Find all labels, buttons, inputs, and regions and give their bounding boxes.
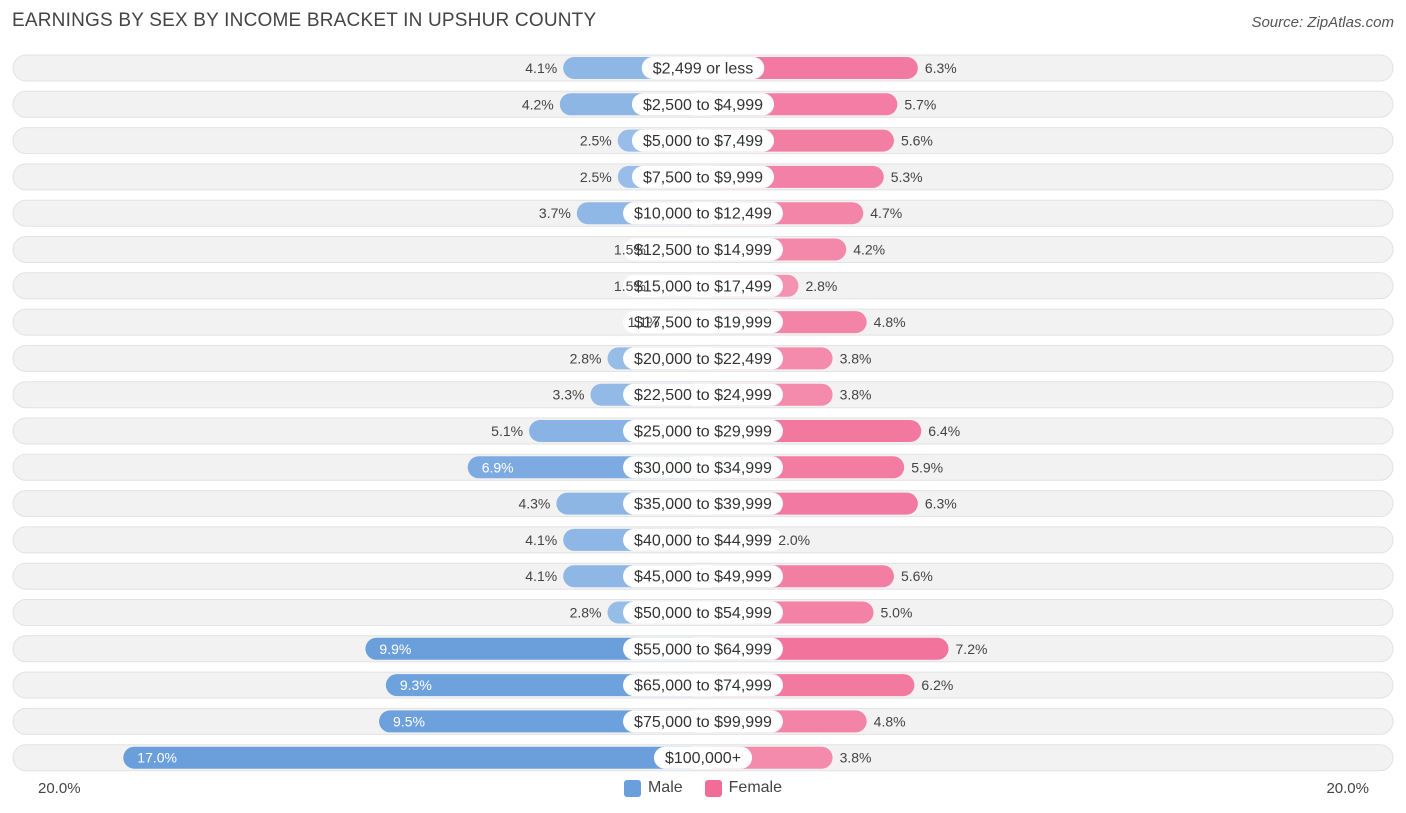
category-label-pill [623,311,783,334]
male-value-label: 17.0% [137,750,177,766]
category-label-pill [623,674,783,697]
male-value-label: 2.5% [580,169,612,185]
female-value-label: 7.2% [956,641,988,657]
female-value-label: 5.7% [904,96,936,112]
category-label: $50,000 to $54,999 [634,605,772,622]
male-value-label: 9.9% [379,641,411,657]
category-label: $2,499 or less [653,61,754,78]
legend-female-swatch [704,779,722,797]
male-value-label: 1.5% [614,242,646,258]
category-label: $20,000 to $22,499 [634,351,772,368]
category-label-pill [623,238,783,261]
female-value-label: 6.2% [921,677,953,693]
male-value-label: 9.3% [400,677,432,693]
category-label: $5,000 to $7,499 [643,133,763,150]
source-credit: Source: ZipAtlas.com [1251,14,1394,31]
category-label: $40,000 to $44,999 [634,532,772,549]
category-label-pill [623,637,783,660]
category-label: $25,000 to $29,999 [634,424,772,441]
category-label-pill [623,347,783,370]
female-value-label: 3.8% [840,750,872,766]
male-bar [365,637,703,660]
female-value-label: 6.3% [925,496,957,512]
female-value-label: 2.0% [778,532,810,548]
category-label-pill [631,93,775,116]
category-label-pill [623,274,783,297]
category-label: $2,500 to $4,999 [643,97,763,114]
male-value-label: 2.8% [570,350,602,366]
category-label-pill [631,129,775,152]
category-label: $30,000 to $34,999 [634,460,772,477]
category-label: $22,500 to $24,999 [634,387,772,404]
female-value-label: 5.6% [901,133,933,149]
male-value-label: 2.5% [580,133,612,149]
female-value-label: 5.3% [891,169,923,185]
legend-female-label: Female [728,779,783,796]
male-value-label: 9.5% [393,713,425,729]
male-value-label: 4.2% [522,96,554,112]
female-value-label: 4.8% [874,314,906,330]
female-value-label: 4.7% [870,205,902,221]
category-label: $15,000 to $17,499 [634,278,772,295]
male-value-label: 5.1% [491,423,523,439]
category-label: $100,000+ [665,750,741,767]
category-label-pill [623,383,783,406]
category-label-pill [623,492,783,515]
category-label: $45,000 to $49,999 [634,569,772,586]
male-value-label: 4.1% [525,532,557,548]
male-value-label: 4.1% [525,60,557,76]
legend-male-label: Male [647,779,683,796]
female-value-label: 5.6% [901,568,933,584]
category-label-pill [653,746,753,769]
category-label: $17,500 to $19,999 [634,315,772,332]
category-label-pill [623,528,783,551]
male-value-label: 6.9% [482,459,514,475]
legend-male: Male [623,779,683,797]
female-value-label: 3.8% [840,387,872,403]
male-bar [385,674,703,697]
legend-male-swatch [623,779,641,797]
male-value-label: 1.5% [614,278,646,294]
legend: Male Female [0,779,1406,797]
category-label-pill [623,202,783,225]
category-label: $65,000 to $74,999 [634,678,772,695]
male-bar [123,746,704,769]
male-value-label: 3.7% [539,205,571,221]
axis-label-left: 20.0% [38,780,81,797]
category-label: $75,000 to $99,999 [634,714,772,731]
female-value-label: 5.0% [881,605,913,621]
male-value-label: 4.3% [518,496,550,512]
female-value-label: 6.4% [928,423,960,439]
category-label-pill [631,165,775,188]
category-label-pill [623,456,783,479]
male-value-label: 2.8% [570,605,602,621]
female-value-label: 5.9% [911,459,943,475]
female-value-label: 4.2% [853,242,885,258]
chart-title: EARNINGS BY SEX BY INCOME BRACKET IN UPS… [12,10,597,31]
female-value-label: 3.8% [840,350,872,366]
legend-female: Female [704,779,783,797]
male-value-label: 4.1% [525,568,557,584]
female-value-label: 2.8% [805,278,837,294]
category-label: $12,500 to $14,999 [634,242,772,259]
category-label: $7,500 to $9,999 [643,169,763,186]
male-value-label: 1.1% [628,314,660,330]
category-label-pill [623,601,783,624]
axis-label-right: 20.0% [1326,780,1369,797]
category-label-pill [623,710,783,733]
male-bar [379,710,703,733]
male-value-label: 3.3% [553,387,585,403]
category-label: $55,000 to $64,999 [634,641,772,658]
female-value-label: 6.3% [925,60,957,76]
category-label: $35,000 to $39,999 [634,496,772,513]
category-label-pill [623,565,783,588]
category-label: $10,000 to $12,499 [634,206,772,223]
female-value-label: 4.8% [874,713,906,729]
category-label-pill [623,420,783,442]
category-label-pill [641,57,765,79]
